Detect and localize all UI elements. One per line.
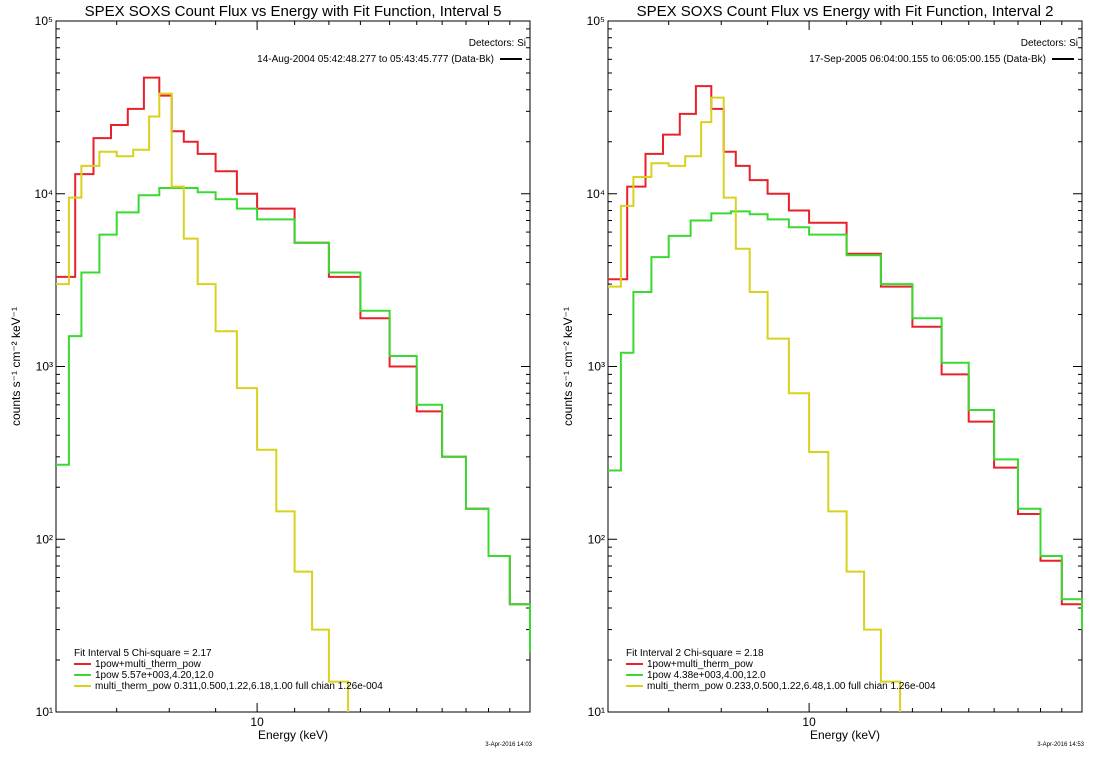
- x-axis-label: Energy (keV): [258, 728, 328, 742]
- time-range-label: 14-Aug-2004 05:42:48.277 to 05:43:45.777…: [257, 54, 494, 65]
- timestamp: 3-Apr-2016 14:03: [485, 742, 532, 748]
- y-tick-label: 10⁴: [586, 187, 605, 201]
- legend-label: multi_therm_pow 0.233,0.500,1.22,6.48,1.…: [647, 681, 936, 692]
- y-tick-label: 10¹: [588, 705, 605, 719]
- chart-title: SPEX SOXS Count Flux vs Energy with Fit …: [637, 3, 1054, 20]
- detectors-label: Detectors: Si: [469, 38, 526, 49]
- fit-header: Fit Interval 5 Chi-square = 2.17: [74, 648, 212, 659]
- legend-label: multi_therm_pow 0.311,0.500,1.22,6.18,1.…: [95, 681, 383, 692]
- fit-header: Fit Interval 2 Chi-square = 2.18: [626, 648, 764, 659]
- legend-label: 1pow 5.57e+003,4.20,12.0: [95, 670, 214, 681]
- chart-panel-2: SPEX SOXS Count Flux vs Energy with Fit …: [561, 3, 1085, 748]
- series-line-1: [56, 76, 531, 653]
- chart-title: SPEX SOXS Count Flux vs Energy with Fit …: [85, 3, 502, 20]
- series-line-3: [608, 96, 902, 712]
- y-tick-label: 10²: [36, 532, 53, 546]
- y-tick-label: 10⁴: [34, 187, 53, 201]
- x-tick-label: 10: [250, 715, 264, 729]
- series-line-2: [56, 187, 531, 653]
- series-line-3: [56, 92, 350, 712]
- y-tick-label: 10⁵: [587, 14, 605, 28]
- timestamp: 3-Apr-2016 14:53: [1037, 742, 1084, 748]
- series-line-1: [608, 85, 1083, 630]
- y-tick-label: 10¹: [36, 705, 53, 719]
- chart-panel-1: SPEX SOXS Count Flux vs Energy with Fit …: [9, 3, 533, 748]
- x-axis-label: Energy (keV): [810, 728, 880, 742]
- series-line-2: [608, 210, 1083, 630]
- y-axis-label: counts s⁻¹ cm⁻² keV⁻¹: [9, 307, 23, 426]
- y-axis-label: counts s⁻¹ cm⁻² keV⁻¹: [561, 307, 575, 426]
- y-tick-label: 10⁵: [35, 14, 53, 28]
- legend-label: 1pow+multi_therm_pow: [95, 659, 202, 670]
- y-tick-label: 10³: [36, 360, 53, 374]
- legend-label: 1pow 4.38e+003,4.00,12.0: [647, 670, 766, 681]
- y-tick-label: 10³: [588, 360, 605, 374]
- legend-label: 1pow+multi_therm_pow: [647, 659, 754, 670]
- time-range-label: 17-Sep-2005 06:04:00.155 to 06:05:00.155…: [809, 54, 1046, 65]
- x-tick-label: 10: [802, 715, 816, 729]
- y-tick-label: 10²: [588, 532, 605, 546]
- detectors-label: Detectors: Si: [1021, 38, 1078, 49]
